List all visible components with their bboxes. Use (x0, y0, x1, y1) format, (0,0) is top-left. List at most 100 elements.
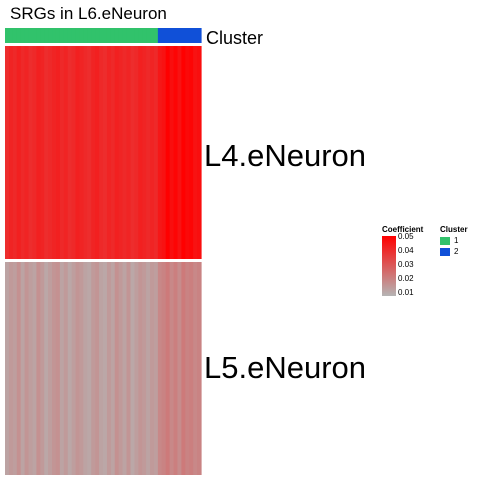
cluster-annotation-cell (130, 28, 135, 43)
cluster-annotation-cell (106, 28, 112, 43)
heatmap-cell (103, 262, 108, 475)
heatmap-cell (8, 46, 14, 259)
heatmap-cell (20, 262, 26, 475)
cluster-legend-label: 2 (454, 247, 459, 256)
heatmap-cell (185, 46, 190, 259)
heatmap-cell (48, 262, 53, 475)
cluster-annotation-cell (24, 28, 30, 43)
cluster-annotation-cell (150, 28, 155, 43)
cluster-annotation-cell (114, 28, 120, 43)
heatmap-cell (181, 262, 186, 475)
heatmap-cell (110, 262, 116, 475)
heatmap-cell (67, 46, 73, 259)
heatmap-cell (146, 262, 151, 475)
heatmap-cell (16, 262, 22, 475)
cluster-annotation-cell (181, 28, 186, 43)
heatmap-cell (55, 262, 61, 475)
heatmap-cell (8, 262, 14, 475)
heatmap-cell (20, 46, 26, 259)
heatmap-cell (189, 262, 194, 475)
cluster-annotation-cell (157, 28, 163, 43)
heatmap-cell (91, 262, 96, 475)
heatmap-cell (44, 262, 49, 475)
heatmap-cell (5, 262, 10, 475)
heatmap-cell (44, 46, 49, 259)
heatmap-cell (28, 262, 34, 475)
cluster-annotation-cell (83, 28, 88, 43)
heatmap-cell (157, 262, 163, 475)
heatmap-cell (79, 262, 84, 475)
heatmap-cell (173, 46, 179, 259)
row-label: L4.eNeuron (204, 138, 367, 173)
heatmap-cell (142, 46, 147, 259)
cluster-annotation-bar (5, 28, 202, 43)
heatmap-cell (161, 262, 167, 475)
heatmap-cell (63, 46, 69, 259)
cluster-annotation-cell (189, 28, 194, 43)
cluster-annotation-cell (40, 28, 45, 43)
heatmap-cell (99, 46, 104, 259)
heatmap-cell (165, 46, 171, 259)
heatmap-cell (99, 262, 104, 475)
heatmap-cell (103, 46, 108, 259)
cluster-annotation-cell (67, 28, 73, 43)
cluster-annotation-cell (142, 28, 147, 43)
heatmap-cell (110, 46, 116, 259)
coefficient-legend-title: Coefficient (382, 225, 424, 234)
cluster-annotation-cell (16, 28, 22, 43)
cluster-annotation-cell (197, 28, 202, 43)
coefficient-color-bar (382, 236, 396, 296)
heatmap-cell (75, 46, 81, 259)
heatmap-cell (59, 46, 65, 259)
heatmap-cell (55, 46, 61, 259)
heatmap-cell (197, 262, 202, 475)
heatmap-cell (79, 46, 84, 259)
heatmap-cell (169, 46, 175, 259)
heatmap-cell (122, 262, 128, 475)
coefficient-tick-label: 0.03 (398, 260, 414, 269)
chart-title: SRGs in L6.eNeuron (10, 4, 167, 23)
heatmap-cell (12, 262, 18, 475)
heatmap-cell (83, 262, 88, 475)
heatmap-cell (87, 46, 92, 259)
heatmap-cell (40, 46, 45, 259)
cluster-annotation-cell (79, 28, 84, 43)
cluster-annotation-cell (55, 28, 61, 43)
heatmap-cell (150, 262, 155, 475)
heatmap-cell (75, 262, 81, 475)
cluster-annotation-cell (28, 28, 34, 43)
heatmap-cell (16, 46, 22, 259)
heatmap-cell (126, 46, 132, 259)
heatmap-cell (134, 262, 139, 475)
heatmap-cell (36, 262, 41, 475)
heatmap-cell (5, 46, 10, 259)
coefficient-tick-label: 0.02 (398, 274, 414, 283)
cluster-annotation-cell (32, 28, 37, 43)
cluster-annotation-cell (8, 28, 14, 43)
heatmap-cell (134, 46, 139, 259)
heatmap-cell (193, 262, 198, 475)
heatmap-cell (193, 46, 198, 259)
cluster-legend: Cluster 1 2 (440, 225, 468, 256)
heatmap-cell (106, 262, 112, 475)
heatmap-cell (197, 46, 202, 259)
cluster-1-swatch (440, 237, 450, 245)
cluster-annotation-cell (103, 28, 108, 43)
heatmap-cell (189, 46, 194, 259)
heatmap-cell (153, 262, 159, 475)
heatmap-cell (153, 46, 159, 259)
heatmap-cell (161, 46, 167, 259)
heatmap-cell (106, 46, 112, 259)
cluster-annotation-cell (99, 28, 104, 43)
cluster-annotation-cell (193, 28, 198, 43)
heatmap-cell (130, 262, 135, 475)
heatmap-cell (181, 46, 186, 259)
heatmap-cell (32, 262, 37, 475)
heatmap-cell (71, 46, 77, 259)
cluster-annotation-cell (91, 28, 96, 43)
heatmap-cell (52, 262, 57, 475)
heatmap-cell (138, 262, 143, 475)
heatmap-cell (169, 262, 175, 475)
heatmap-cell (63, 262, 69, 475)
